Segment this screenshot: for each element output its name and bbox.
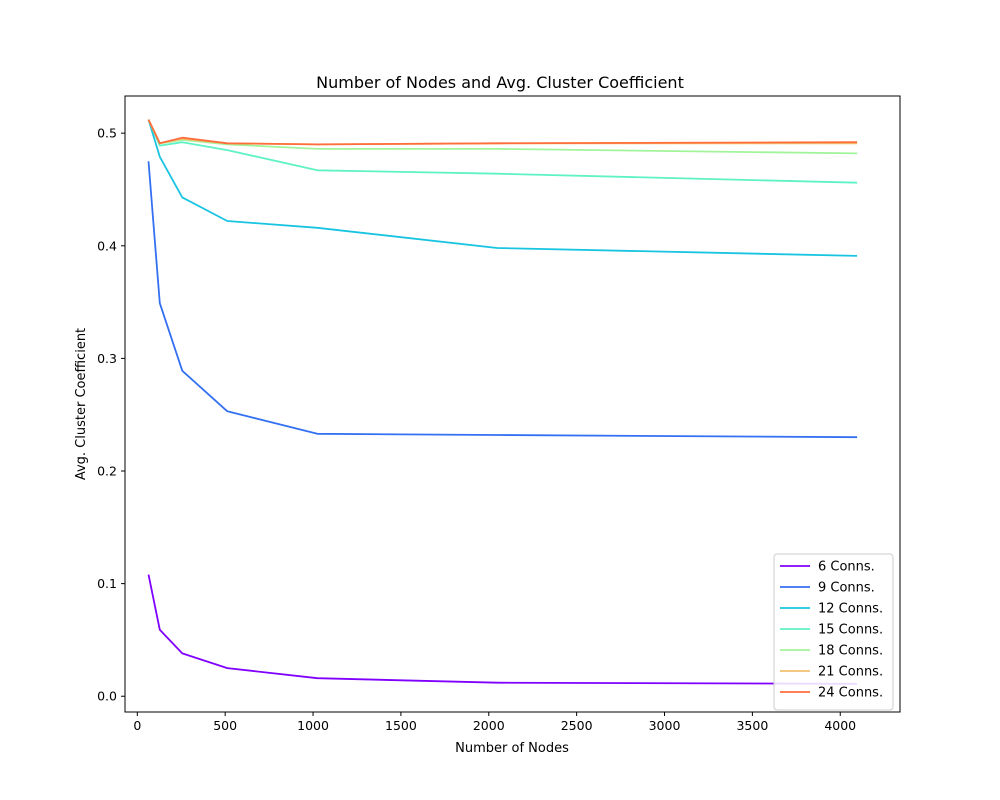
- series-line-5: [147, 119, 858, 146]
- legend-label-0: 6 Conns.: [818, 560, 875, 575]
- series-line-1: [147, 161, 858, 439]
- axis-ticks: 0 500 1000 1500 2000 2500 3000 3500 4000 0.0 0.1 0.…: [97, 126, 856, 733]
- x-tick-label: 2500: [561, 718, 593, 733]
- y-tick-label: 0.3: [97, 351, 117, 366]
- y-tick-label: 0.1: [97, 576, 117, 591]
- legend-label-6: 24 Conns.: [818, 686, 883, 701]
- plot-area-frame: [124, 95, 901, 713]
- x-tick-label: 500: [213, 718, 237, 733]
- legend-label-1: 9 Conns.: [818, 581, 875, 596]
- y-axis-label: Avg. Cluster Coefficient: [74, 328, 89, 480]
- y-tick-label: 0.2: [97, 464, 117, 479]
- series-line-3: [147, 119, 858, 184]
- legend-label-2: 12 Conns.: [818, 602, 883, 617]
- x-tick-label: 1500: [385, 718, 417, 733]
- y-tick-label: 0.4: [97, 238, 117, 253]
- series-line-2: [147, 119, 858, 257]
- series-line-0: [147, 574, 858, 685]
- legend-label-3: 15 Conns.: [818, 623, 883, 638]
- y-tick-label: 0.5: [97, 126, 117, 141]
- x-tick-label: 1000: [297, 718, 329, 733]
- chart-title: Number of Nodes and Avg. Cluster Coeffic…: [316, 73, 684, 92]
- series-layer: [147, 119, 858, 685]
- legend-label-5: 21 Conns.: [818, 665, 883, 680]
- x-tick-label: 4000: [824, 718, 856, 733]
- series-line-6: [147, 119, 858, 146]
- x-axis-label: Number of Nodes: [455, 741, 569, 756]
- x-tick-label: 3000: [649, 718, 681, 733]
- x-tick-label: 3500: [736, 718, 768, 733]
- x-tick-label: 2000: [473, 718, 505, 733]
- legend-label-4: 18 Conns.: [818, 644, 883, 659]
- y-tick-label: 0.0: [97, 689, 117, 704]
- x-tick-label: 0: [133, 718, 141, 733]
- legend: 6 Conns. 9 Conns. 12 Conns. 15 Conns. 18 Con…: [773, 553, 894, 711]
- series-line-4: [147, 119, 858, 155]
